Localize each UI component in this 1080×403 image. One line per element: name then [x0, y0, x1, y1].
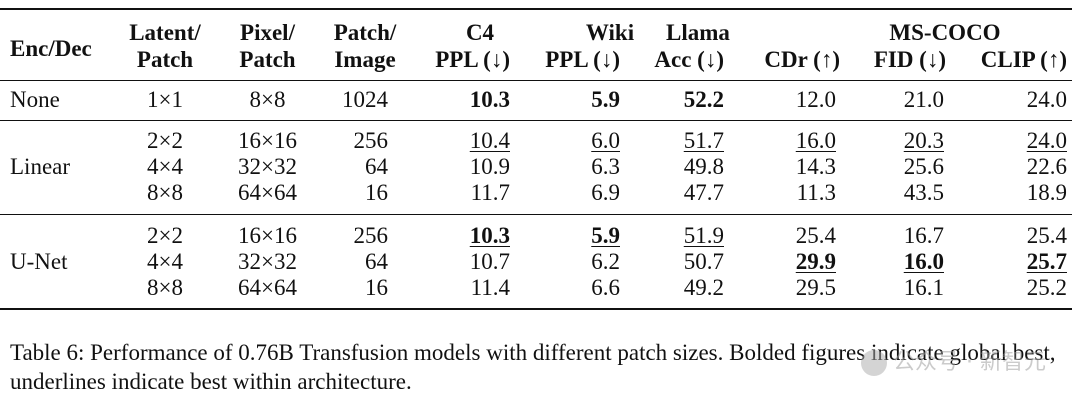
- cell-patch: 16: [365, 275, 388, 300]
- cell-clip: 25.4: [1026, 223, 1067, 248]
- wechat-icon: [861, 350, 888, 376]
- cell-c4: 10.3: [469, 87, 510, 112]
- cell-wiki: 6.6: [591, 275, 620, 300]
- header-latent-line2: Patch: [136, 47, 194, 72]
- cell-pixel: 32×32: [238, 154, 297, 179]
- cell-llama: 52.2: [683, 87, 724, 112]
- header-pixel-line1: Pixel/: [240, 20, 295, 45]
- cell-fid: 43.5: [903, 180, 944, 205]
- watermark: 公众号 · 新智元: [861, 344, 1046, 376]
- cell-wiki: 5.9: [591, 87, 620, 112]
- cell-c4: 10.3: [469, 223, 510, 248]
- header-fid: FID (↓): [873, 47, 946, 72]
- header-wiki-line1: Wiki: [585, 20, 635, 45]
- cell-fid: 16.1: [903, 275, 944, 300]
- header-clip: CLIP (↑): [980, 47, 1067, 72]
- header-wiki-line2: PPL (↓): [545, 47, 620, 72]
- header-cdr: CDr (↑): [764, 47, 840, 72]
- cell-c4: 11.4: [470, 275, 510, 300]
- cell-clip: 24.0: [1026, 87, 1067, 112]
- header-c4-line1: C4: [465, 20, 495, 45]
- group-rule: [0, 120, 1072, 121]
- cell-c4: 11.7: [470, 180, 510, 205]
- cell-c4: 10.7: [469, 249, 510, 274]
- cell-llama: 51.7: [683, 128, 724, 153]
- cell-clip: 25.7: [1026, 249, 1067, 274]
- cell-wiki: 6.3: [591, 154, 620, 179]
- cell-fid: 16.7: [903, 223, 944, 248]
- header-rule: [0, 80, 1072, 81]
- cell-cdr: 11.3: [796, 180, 836, 205]
- cell-latent: 8×8: [147, 180, 183, 205]
- cell-llama: 49.8: [683, 154, 724, 179]
- header-llama-line2: Acc (↓): [654, 47, 724, 72]
- cell-llama: 49.2: [683, 275, 724, 300]
- header-c4-line2: PPL (↓): [435, 47, 510, 72]
- cell-cdr: 25.4: [795, 223, 836, 248]
- cell-pixel: 16×16: [238, 128, 297, 153]
- cell-latent: 8×8: [147, 275, 183, 300]
- header-pixel-line2: Patch: [239, 47, 296, 72]
- cell-cdr: 12.0: [795, 87, 836, 112]
- cell-cdr: 16.0: [795, 128, 836, 153]
- cell-pixel: 64×64: [238, 275, 297, 300]
- cell-latent: 4×4: [147, 249, 183, 274]
- cell-latent: 2×2: [147, 128, 183, 153]
- cell-patch: 256: [353, 223, 389, 248]
- cell-llama: 51.9: [683, 223, 724, 248]
- cell-latent: 2×2: [147, 223, 183, 248]
- cell-clip: 22.6: [1026, 154, 1067, 179]
- header-patch-line1: Patch/: [333, 20, 397, 45]
- cell-clip: 24.0: [1026, 128, 1067, 153]
- group-name-none: None: [10, 87, 60, 112]
- cell-wiki: 6.9: [591, 180, 620, 205]
- cell-wiki: 6.2: [591, 249, 620, 274]
- header-mscoco: MS-COCO: [889, 20, 1001, 45]
- group-rule: [0, 214, 1072, 215]
- cell-patch: 256: [353, 128, 389, 153]
- bottom-rule: [0, 308, 1072, 310]
- cell-fid: 20.3: [903, 128, 944, 153]
- top-rule: [0, 8, 1072, 10]
- cell-pixel: 64×64: [238, 180, 297, 205]
- group-name-unet: U-Net: [10, 249, 68, 274]
- cell-wiki: 6.0: [591, 128, 620, 153]
- group-name-linear: Linear: [10, 154, 71, 179]
- cell-llama: 47.7: [683, 180, 724, 205]
- cell-fid: 21.0: [903, 87, 944, 112]
- cell-cdr: 14.3: [795, 154, 836, 179]
- cell-wiki: 5.9: [591, 223, 620, 248]
- cell-patch: 1024: [342, 87, 388, 112]
- cell-patch: 64: [365, 249, 388, 274]
- cell-c4: 10.9: [469, 154, 510, 179]
- cell-clip: 25.2: [1026, 275, 1067, 300]
- cell-fid: 25.6: [903, 154, 944, 179]
- watermark-text: 公众号 · 新智元: [893, 350, 1046, 375]
- cell-llama: 50.7: [683, 249, 724, 274]
- cell-pixel: 8×8: [249, 87, 286, 112]
- header-enc-dec: Enc/Dec: [10, 36, 92, 61]
- header-latent-line1: Latent/: [129, 20, 201, 45]
- cell-patch: 64: [365, 154, 388, 179]
- cell-cdr: 29.9: [795, 249, 836, 274]
- cell-c4: 10.4: [469, 128, 510, 153]
- cell-pixel: 32×32: [238, 249, 297, 274]
- cell-pixel: 16×16: [238, 223, 297, 248]
- cell-fid: 16.0: [903, 249, 944, 274]
- cell-clip: 18.9: [1026, 180, 1067, 205]
- cell-patch: 16: [365, 180, 388, 205]
- cell-latent: 4×4: [147, 154, 183, 179]
- cell-cdr: 29.5: [795, 275, 836, 300]
- header-llama-line1: Llama: [666, 20, 730, 45]
- header-patch-line2: Image: [334, 47, 396, 72]
- cell-latent: 1×1: [147, 87, 183, 112]
